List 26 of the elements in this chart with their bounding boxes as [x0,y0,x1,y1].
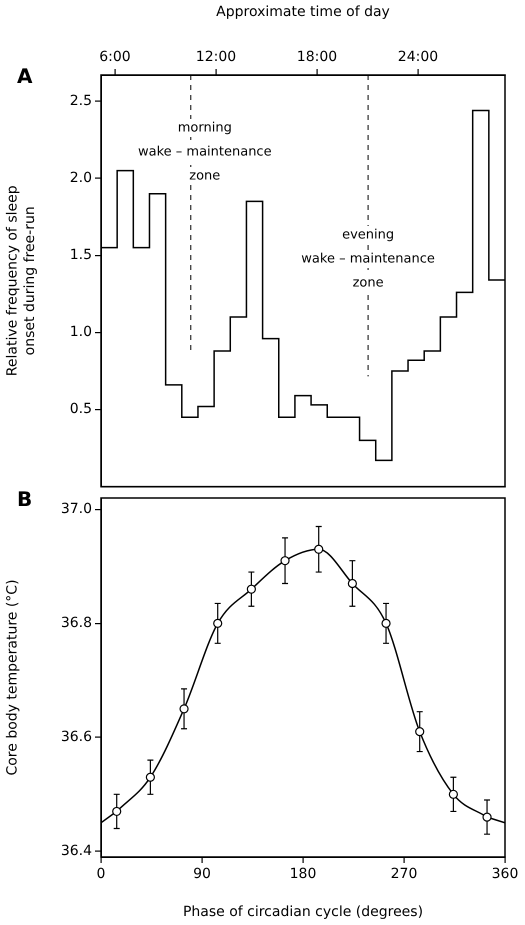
x2-tick-label: 24:00 [398,49,438,66]
y-tick-label: 2.5 [70,92,92,109]
chart-title: B [17,487,32,512]
chart-title: A [17,64,33,88]
x-tick-label: 360 [492,866,518,882]
y-tick-label: 2.0 [70,170,92,186]
y-tick-label: 1.0 [70,324,92,340]
y-tick-label: 36.8 [60,615,92,632]
ref-line-label: morning wake – maintenance zone [138,120,272,184]
y-tick-label: 36.6 [60,728,92,745]
y-tick-label: 0.5 [70,401,92,418]
x-tick-label: 90 [193,866,211,882]
y-tick-label: 36.4 [60,842,92,859]
x2-tick-label: 18:00 [296,49,338,66]
y-axis-title: Core body temperature (°C) [4,579,20,776]
x-tick-label: 0 [96,866,106,882]
x2-tick-label: 6:00 [99,49,131,66]
x2-tick-label: 12:00 [196,49,236,66]
y-tick-label: 1.5 [70,247,92,264]
y-tick-label: 37.0 [60,501,92,518]
ref-line-label: evening wake – maintenance zone [301,227,435,290]
y-axis-title: Relative frequency of sleep onset during free-run [4,185,38,376]
x-tick-label: 270 [390,866,418,882]
x2-axis-title: Approximate time of day [216,4,390,20]
x-tick-label: 180 [290,866,316,882]
x-axis-title: Phase of circadian cycle (degrees) [182,904,424,920]
